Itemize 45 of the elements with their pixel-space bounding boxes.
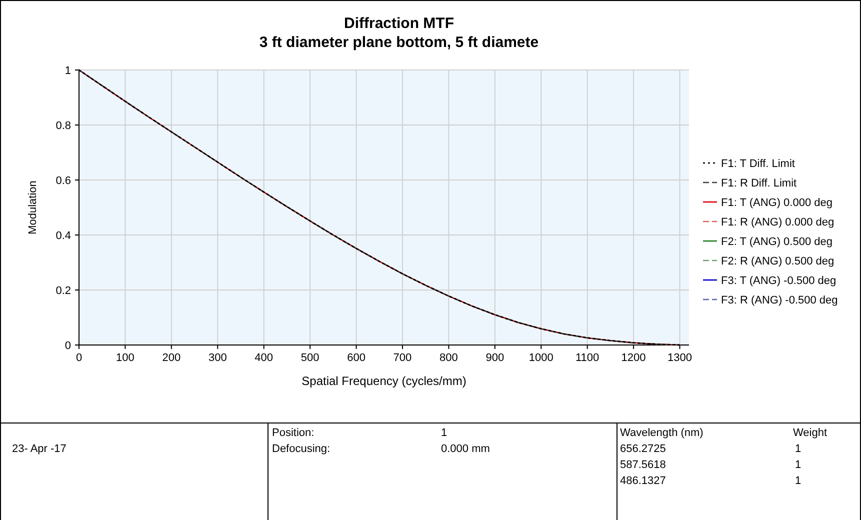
x-tick-label: 1100 [576,352,600,364]
text: 486.1327 [620,475,666,487]
y-tick-label: 0 [64,340,71,352]
legend-label: F1: R (ANG) 0.000 deg [721,216,834,228]
text: 1 [795,443,802,455]
x-tick-label: 800 [440,352,458,364]
chart-title: Diffraction MTF [344,15,454,32]
chart-subtitle: 3 ft diameter plane bottom, 5 ft diamete [259,34,539,51]
x-tick-label: 1300 [668,352,692,364]
y-tick-label: 0.8 [56,120,71,132]
legend-label: F2: R (ANG) 0.500 deg [721,256,834,268]
x-axis-title: Spatial Frequency (cycles/mm) [302,374,466,388]
y-axis-title: Modulation [27,180,39,234]
legend-label: F1: R Diff. Limit [721,178,797,190]
x-tick-label: 900 [486,352,504,364]
legend-label: F3: T (ANG) -0.500 deg [721,275,836,287]
y-tick-label: 1 [64,65,71,77]
x-tick-label: 700 [393,352,412,364]
legend-label: F1: T Diff. Limit [721,158,795,170]
x-tick-label: 200 [162,352,181,364]
text: 0.000 mm [441,443,490,455]
x-tick-label: 0 [76,352,82,364]
x-tick-label: 1200 [621,352,646,364]
x-tick-label: 600 [347,352,366,364]
y-tick-label: 0.4 [56,230,71,242]
x-tick-label: 100 [116,352,134,364]
text: 1 [795,475,802,487]
legend-label: F1: T (ANG) 0.000 deg [721,197,832,209]
text: Wavelength (nm) [620,427,704,439]
text: 1 [441,427,448,439]
x-tick-label: 400 [254,352,274,364]
x-tick-label: 300 [208,352,227,364]
text: 656.2725 [620,443,666,455]
text: 587.5618 [620,459,666,471]
y-tick-label: 0.6 [56,175,71,187]
y-tick-label: 0.2 [56,285,71,297]
legend-label: F2: T (ANG) 0.500 deg [721,236,832,248]
x-tick-label: 1000 [528,352,554,364]
x-tick-label: 500 [300,352,320,364]
text: Position: [272,427,314,439]
text: Weight [793,427,828,439]
text: Defocusing: [272,443,330,455]
legend-label: F3: R (ANG) -0.500 deg [721,294,838,306]
text: 23- Apr -17 [12,443,66,455]
text: 1 [795,459,802,471]
